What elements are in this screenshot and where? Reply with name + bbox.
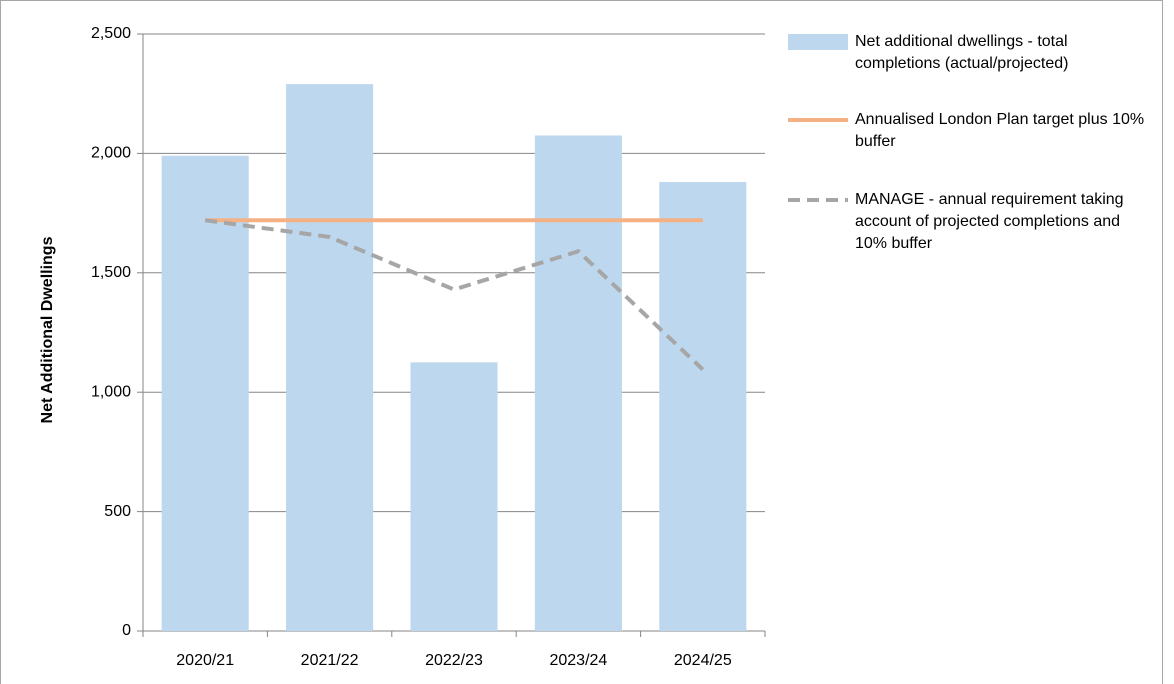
bar	[534, 135, 622, 632]
y-tick-label: 2,500	[91, 25, 131, 42]
y-tick-label: 500	[104, 503, 131, 520]
bar	[659, 182, 747, 631]
y-axis-title: Net Additional Dwellings	[39, 236, 56, 423]
x-tick-label: 2023/24	[549, 652, 607, 669]
line-series	[204, 218, 705, 371]
legend-entry: Annualised London Plan target plus 10% b…	[855, 111, 1145, 150]
legend-entry: MANAGE - annual requirement taking accou…	[855, 191, 1124, 252]
legend-entry: Net additional dwellings - total complet…	[855, 33, 1069, 72]
legend-swatch	[788, 34, 848, 50]
bar	[286, 84, 374, 631]
y-tick-label: 1,500	[91, 264, 131, 281]
x-tick-label: 2024/25	[674, 652, 732, 669]
y-tick-label: 2,000	[91, 145, 131, 162]
x-tick-label: 2022/23	[425, 652, 483, 669]
y-tick-label: 1,000	[91, 383, 131, 400]
x-tick-label: 2020/21	[176, 652, 234, 669]
y-tick-label: 0	[122, 622, 131, 639]
x-tick-label: 2021/22	[301, 652, 359, 669]
bar	[161, 155, 249, 631]
bar	[410, 362, 498, 631]
